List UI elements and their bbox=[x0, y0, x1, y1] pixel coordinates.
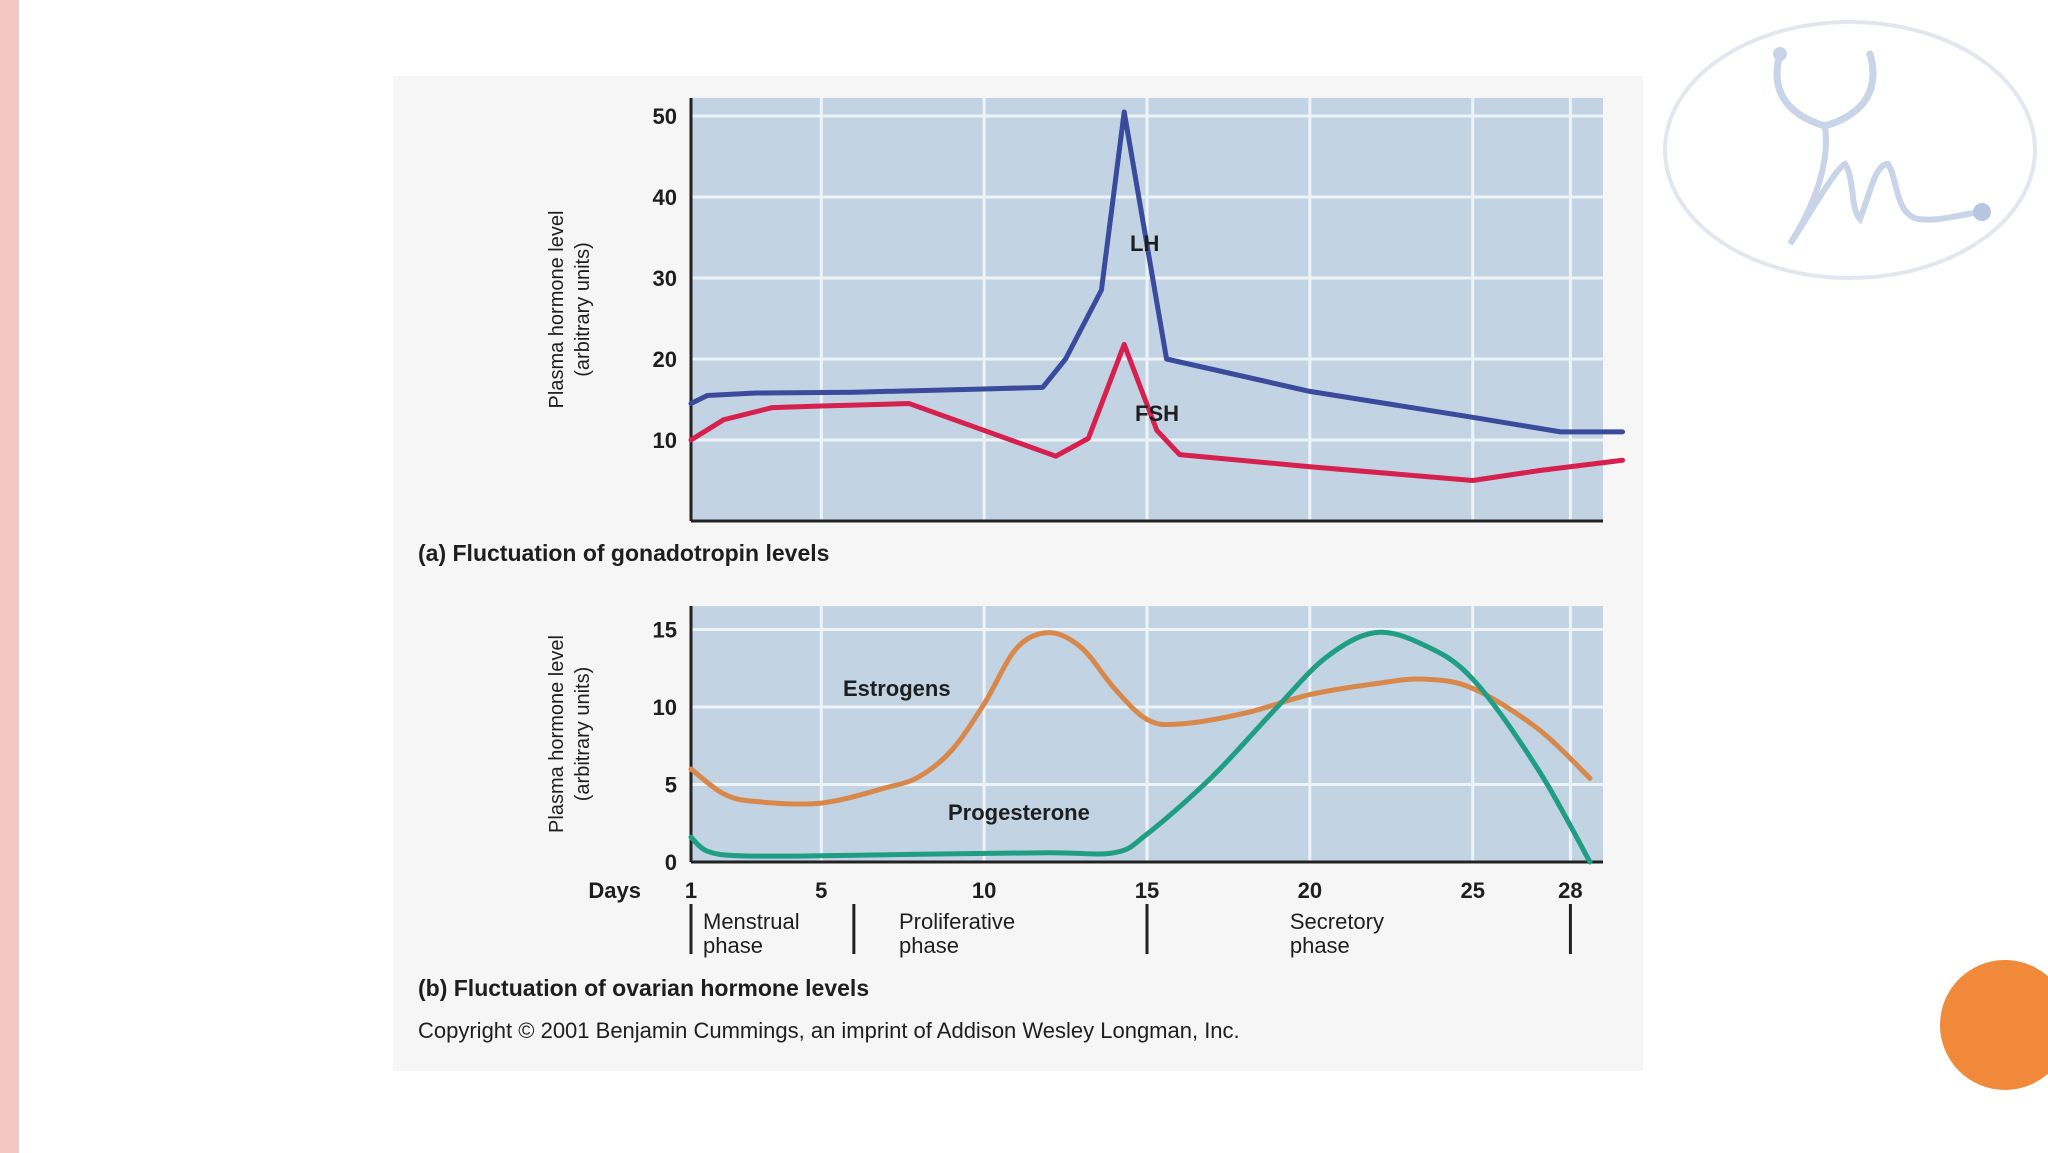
left-accent-bar bbox=[0, 0, 19, 1153]
y-tick-label: 50 bbox=[653, 104, 677, 129]
y-tick-label: 10 bbox=[653, 428, 677, 453]
phase-label-line1: Proliferative bbox=[899, 909, 1015, 934]
y-tick-label: 0 bbox=[665, 850, 677, 875]
series-line-fsh bbox=[688, 341, 1626, 483]
y-axis-label-line2: (arbitrary units) bbox=[572, 667, 594, 801]
y-axis-label-line2: (arbitrary units) bbox=[572, 242, 594, 376]
phase-label-line2: phase bbox=[899, 933, 959, 958]
x-tick-label: 5 bbox=[815, 878, 827, 903]
y-tick-label: 10 bbox=[653, 695, 677, 720]
x-axis-label-days: Days bbox=[588, 878, 641, 903]
stethoscope-icon bbox=[1773, 50, 1877, 130]
phase-label-line1: Menstrual bbox=[703, 909, 800, 934]
x-tick-label: 25 bbox=[1460, 878, 1484, 903]
y-axis-label-1: Plasma hormone level (arbitrary units) bbox=[546, 635, 594, 833]
x-tick-label: 15 bbox=[1135, 878, 1159, 903]
y-tick-label: 15 bbox=[653, 618, 677, 643]
stethoscope-chestpiece-icon bbox=[1973, 203, 1991, 221]
series-label-fsh: FSH bbox=[1135, 401, 1179, 426]
phase-label-line2: phase bbox=[703, 933, 763, 958]
series-line-estrogens bbox=[688, 630, 1593, 807]
stethoscope-earpiece-icon bbox=[1773, 47, 1787, 61]
y-axis-label-line1: Plasma hormone level bbox=[546, 211, 568, 409]
logo-ring bbox=[1663, 20, 2037, 280]
x-tick-label: 28 bbox=[1558, 878, 1582, 903]
series-label-progesterone: Progesterone bbox=[948, 800, 1090, 825]
y-axis-label-0: Plasma hormone level (arbitrary units) bbox=[546, 211, 594, 409]
series-label-lh: LH bbox=[1130, 231, 1159, 256]
signature-monogram-icon bbox=[1787, 123, 1985, 246]
x-tick-label: 1 bbox=[685, 878, 697, 903]
y-tick-label: 40 bbox=[653, 185, 677, 210]
x-tick-label: 20 bbox=[1298, 878, 1322, 903]
phase-label-line1: Secretory bbox=[1290, 909, 1384, 934]
y-tick-label: 30 bbox=[653, 266, 677, 291]
y-tick-label: 5 bbox=[665, 773, 677, 798]
chart-caption-0: (a) Fluctuation of gonadotropin levels bbox=[418, 540, 829, 566]
series-line-progesterone bbox=[688, 629, 1593, 865]
phase-label-line2: phase bbox=[1290, 933, 1350, 958]
x-tick-label: 10 bbox=[972, 878, 996, 903]
watermark-logo bbox=[1663, 20, 2037, 280]
series-label-estrogens: Estrogens bbox=[843, 676, 951, 701]
y-axis-label-line1: Plasma hormone level bbox=[546, 635, 568, 833]
series-line-lh bbox=[688, 109, 1626, 435]
figure-panel: 10 20 30 40 50 Plasma hormone level (arbitrary… bbox=[393, 76, 1643, 1071]
orange-slide-marker bbox=[1940, 960, 2048, 1090]
copyright-text: Copyright © 2001 Benjamin Cummings, an i… bbox=[418, 1018, 1240, 1043]
chart-caption-1: (b) Fluctuation of ovarian hormone level… bbox=[418, 975, 869, 1001]
y-tick-label: 20 bbox=[653, 347, 677, 372]
